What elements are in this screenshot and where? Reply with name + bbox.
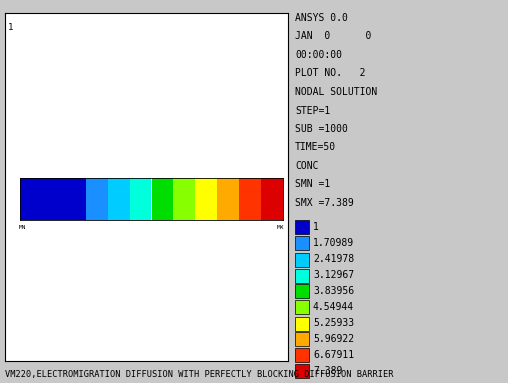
Text: 5.96922: 5.96922 [313,334,354,344]
Text: NODAL SOLUTION: NODAL SOLUTION [295,87,377,97]
Text: 1: 1 [313,223,319,232]
Text: SUB =1000: SUB =1000 [295,124,348,134]
Bar [217,178,239,220]
Text: 1: 1 [8,23,13,33]
Text: TIME=50: TIME=50 [295,142,336,152]
Text: 6.67911: 6.67911 [313,350,354,360]
Text: 3.12967: 3.12967 [313,270,354,280]
Text: SMX =7.389: SMX =7.389 [295,198,354,208]
Text: 7.389: 7.389 [313,367,342,376]
Bar [173,178,196,220]
Text: 1.70989: 1.70989 [313,239,354,249]
Bar [64,178,86,220]
Text: 5.25933: 5.25933 [313,319,354,329]
Text: 3.83956: 3.83956 [313,286,354,296]
Bar [261,178,283,220]
Text: MX: MX [277,225,284,230]
Bar [42,178,64,220]
Text: JAN  0      0: JAN 0 0 [295,31,371,41]
Text: 00:00:00: 00:00:00 [295,50,342,60]
Bar [239,178,261,220]
Text: MN: MN [19,225,26,230]
Text: 2.41978: 2.41978 [313,254,354,265]
Text: CONC: CONC [295,161,319,171]
Text: STEP=1: STEP=1 [295,105,330,116]
Text: ANSYS 0.0: ANSYS 0.0 [295,13,348,23]
Text: VM220,ELECTROMIGRATION DIFFUSION WITH PERFECTLY BLOCKING DIFFUSION BARRIER: VM220,ELECTROMIGRATION DIFFUSION WITH PE… [5,370,394,379]
Text: 4.54944: 4.54944 [313,303,354,313]
Bar [130,178,151,220]
Bar [196,178,217,220]
Bar [108,178,130,220]
Bar [151,178,173,220]
Bar [20,178,42,220]
Bar [86,178,108,220]
Text: SMN =1: SMN =1 [295,180,330,190]
Text: PLOT NO.   2: PLOT NO. 2 [295,69,365,79]
